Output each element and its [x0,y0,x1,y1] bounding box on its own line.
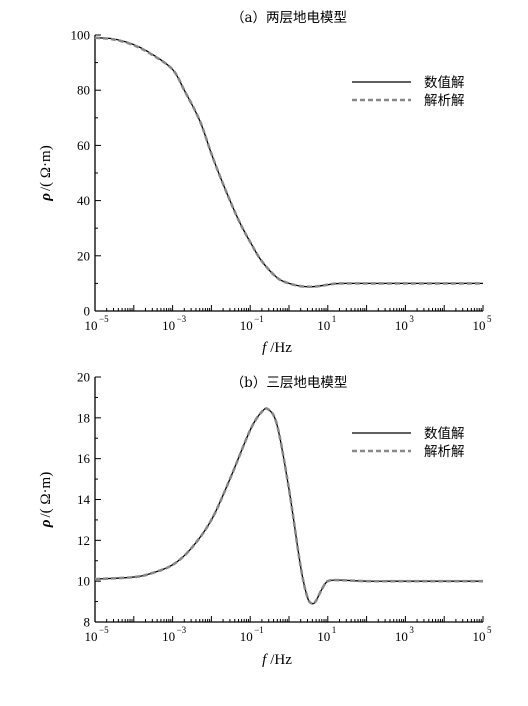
x-tick-label: 10 [240,629,253,644]
x-tick-label: 10 [317,629,330,644]
x-axis-variable: f [262,652,268,668]
y-axis-label: ρ/( Ω·m) [38,472,54,528]
x-tick-exponent: 5 [487,314,492,324]
y-tick-label: 0 [84,304,91,319]
y-axis-variable: ρ [38,519,54,528]
x-tick-label: 10 [317,318,330,333]
x-tick-exponent: 1 [332,625,337,635]
x-tick-exponent: −5 [99,314,109,324]
y-axis-unit: /( Ω·m) [38,145,54,191]
x-axis-label: f/Hz [262,652,292,668]
x-tick-label: 10 [240,318,253,333]
x-axis-unit: /Hz [270,340,292,356]
y-tick-label: 40 [77,193,90,208]
x-tick-exponent: −1 [254,625,264,635]
legend-label: 解析解 [424,444,465,460]
series-line-analytical [94,36,483,289]
chart-title: （b）三层地电模型 [231,375,348,391]
x-tick-label: 10 [162,318,175,333]
y-tick-label: 12 [77,533,90,548]
x-tick-label: 10 [395,629,408,644]
legend-label: 数值解 [424,75,465,91]
y-tick-label: 20 [77,248,90,263]
y-tick-label: 60 [77,138,90,153]
x-tick-label: 10 [473,629,486,644]
x-axis-unit: /Hz [270,652,292,668]
y-axis-label: ρ /( Ω·m) [38,145,54,201]
legend-label: 数值解 [424,426,465,442]
series-line-analytical [94,407,483,606]
y-tick-label: 100 [71,28,91,43]
x-tick-exponent: −1 [254,314,264,324]
x-tick-label: 10 [85,629,98,644]
x-tick-exponent: 1 [332,314,337,324]
x-tick-exponent: −3 [177,314,187,324]
legend-label: 解析解 [424,93,465,109]
x-tick-label: 10 [395,318,408,333]
y-tick-label: 80 [77,83,90,98]
chart-title: （a）两层地电模型 [231,10,347,26]
x-tick-label: 10 [162,629,175,644]
x-tick-exponent: 5 [487,625,492,635]
x-axis-variable: f [262,340,268,356]
x-tick-exponent: 3 [409,314,414,324]
y-tick-label: 10 [77,574,90,589]
y-tick-label: 16 [77,451,91,466]
x-tick-label: 10 [85,318,98,333]
y-axis-unit: /( Ω·m) [38,472,54,518]
x-axis-label: f/Hz [262,340,292,356]
x-tick-exponent: 3 [409,625,414,635]
y-axis-variable: ρ [38,193,54,202]
y-tick-label: 8 [84,615,91,630]
y-tick-label: 20 [77,370,90,385]
y-tick-label: 14 [77,492,91,507]
x-tick-exponent: −5 [99,625,109,635]
x-tick-label: 10 [473,318,486,333]
x-tick-exponent: −3 [177,625,187,635]
y-tick-label: 18 [77,410,90,425]
